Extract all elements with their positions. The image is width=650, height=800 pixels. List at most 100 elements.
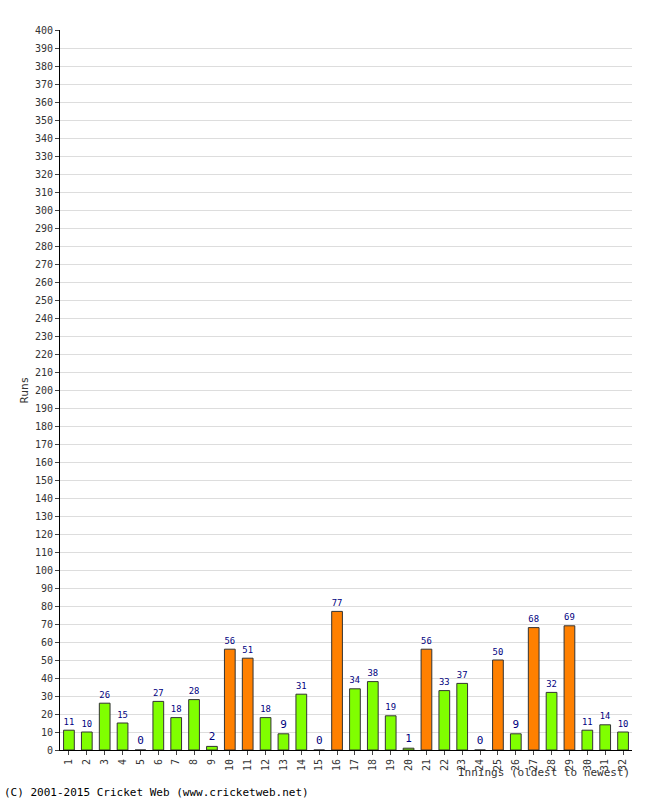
svg-text:50: 50 [493,647,504,657]
svg-text:11: 11 [242,759,253,771]
svg-text:200: 200 [35,385,53,396]
svg-text:56: 56 [421,636,432,646]
svg-text:(C) 2001-2015 Cricket Web (www: (C) 2001-2015 Cricket Web (www.cricketwe… [4,786,309,799]
svg-text:15: 15 [117,710,128,720]
svg-text:19: 19 [385,702,396,712]
svg-text:3: 3 [99,759,110,765]
svg-text:10: 10 [224,759,235,771]
svg-text:1: 1 [63,759,74,765]
svg-text:0: 0 [477,734,484,747]
svg-text:30: 30 [41,691,53,702]
svg-text:10: 10 [41,727,53,738]
svg-text:26: 26 [510,759,521,771]
svg-text:60: 60 [41,637,53,648]
svg-text:220: 220 [35,349,53,360]
svg-text:28: 28 [546,759,557,771]
svg-text:250: 250 [35,295,53,306]
svg-text:34: 34 [350,675,360,685]
svg-text:9: 9 [280,718,287,731]
svg-text:24: 24 [474,759,485,771]
svg-text:180: 180 [35,421,53,432]
svg-text:18: 18 [260,704,271,714]
svg-text:20: 20 [41,709,53,720]
svg-text:29: 29 [564,759,575,771]
svg-text:230: 230 [35,331,53,342]
svg-text:8: 8 [188,759,199,765]
svg-text:33: 33 [439,677,450,687]
svg-text:68: 68 [528,614,539,624]
svg-text:350: 350 [35,115,53,126]
svg-text:11: 11 [64,717,75,727]
svg-text:1: 1 [405,732,412,745]
svg-text:170: 170 [35,439,53,450]
svg-text:10: 10 [81,719,92,729]
svg-text:310: 310 [35,187,53,198]
svg-text:25: 25 [492,759,503,771]
svg-text:27: 27 [153,688,164,698]
svg-text:330: 330 [35,151,53,162]
svg-text:280: 280 [35,241,53,252]
svg-text:32: 32 [617,759,628,771]
svg-text:320: 320 [35,169,53,180]
svg-text:37: 37 [457,670,468,680]
svg-text:270: 270 [35,259,53,270]
svg-text:13: 13 [278,759,289,771]
svg-text:23: 23 [456,759,467,771]
svg-text:5: 5 [135,759,146,765]
svg-text:38: 38 [367,668,378,678]
svg-text:56: 56 [224,636,235,646]
svg-text:210: 210 [35,367,53,378]
svg-text:6: 6 [153,759,164,765]
svg-text:40: 40 [41,673,53,684]
svg-text:77: 77 [332,598,343,608]
svg-text:400: 400 [35,25,53,36]
svg-text:51: 51 [242,645,253,655]
svg-text:22: 22 [439,759,450,771]
svg-text:0: 0 [137,734,144,747]
svg-text:21: 21 [421,759,432,771]
svg-text:130: 130 [35,511,53,522]
svg-text:50: 50 [41,655,53,666]
svg-text:30: 30 [582,759,593,771]
svg-text:18: 18 [171,704,182,714]
svg-text:2: 2 [209,730,216,743]
svg-text:17: 17 [349,759,360,771]
svg-text:240: 240 [35,313,53,324]
svg-text:380: 380 [35,61,53,72]
svg-text:80: 80 [41,601,53,612]
svg-text:9: 9 [513,718,520,731]
svg-text:26: 26 [99,690,110,700]
svg-text:140: 140 [35,493,53,504]
svg-text:10: 10 [618,719,629,729]
svg-text:150: 150 [35,475,53,486]
svg-text:290: 290 [35,223,53,234]
svg-text:9: 9 [206,759,217,765]
svg-text:70: 70 [41,619,53,630]
svg-text:4: 4 [117,759,128,765]
svg-text:14: 14 [296,759,307,771]
svg-text:69: 69 [564,612,575,622]
svg-text:14: 14 [600,711,610,721]
svg-text:18: 18 [367,759,378,771]
svg-text:160: 160 [35,457,53,468]
svg-text:110: 110 [35,547,53,558]
svg-text:31: 31 [599,759,610,771]
svg-text:0: 0 [316,734,323,747]
svg-text:7: 7 [170,759,181,765]
svg-text:27: 27 [528,759,539,771]
svg-text:16: 16 [331,759,342,771]
svg-text:370: 370 [35,79,53,90]
svg-text:340: 340 [35,133,53,144]
svg-text:2: 2 [81,759,92,765]
svg-text:12: 12 [260,759,271,771]
svg-text:190: 190 [35,403,53,414]
svg-text:90: 90 [41,583,53,594]
svg-text:28: 28 [189,686,200,696]
svg-text:260: 260 [35,277,53,288]
svg-text:20: 20 [403,759,414,771]
svg-text:Innings (oldest to newest): Innings (oldest to newest) [458,766,630,779]
svg-text:360: 360 [35,97,53,108]
svg-text:0: 0 [47,745,53,756]
svg-text:32: 32 [546,679,557,689]
svg-text:100: 100 [35,565,53,576]
